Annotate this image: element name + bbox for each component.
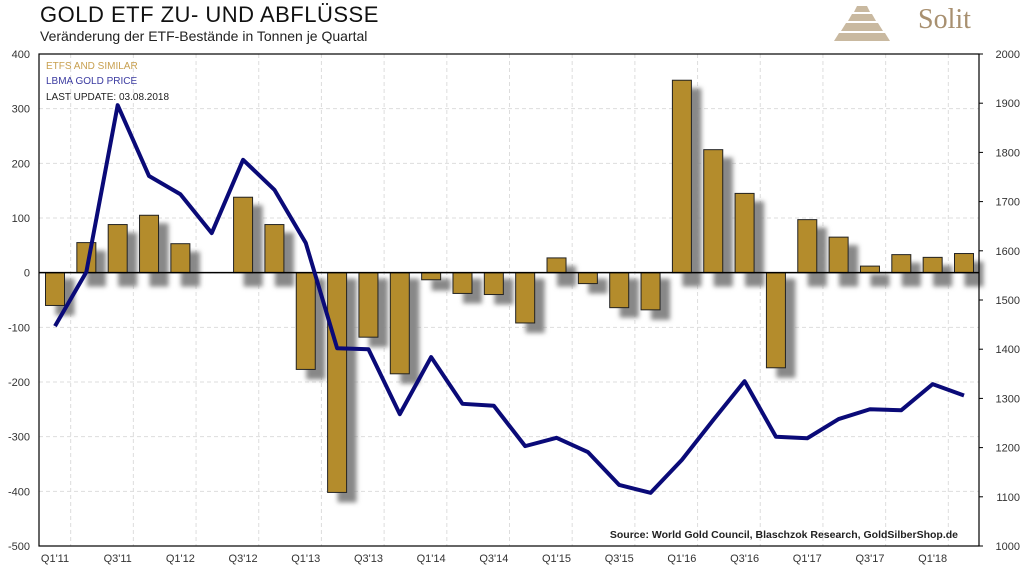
- x-tick-label: Q3'14: [479, 553, 508, 565]
- chart-subtitle: Veränderung der ETF-Bestände in Tonnen j…: [40, 28, 368, 44]
- y2-tick-label: 1300: [996, 393, 1020, 405]
- x-tick-label: Q3'17: [855, 553, 884, 565]
- x-tick-label: Q1'16: [667, 553, 696, 565]
- bar-shadow: [118, 278, 138, 287]
- y-tick-label: 0: [24, 268, 30, 280]
- x-tick-label: Q3'15: [605, 553, 634, 565]
- y2-tick-label: 1000: [996, 541, 1020, 553]
- y-tick-label: -100: [8, 322, 30, 334]
- bar-etfs: [922, 256, 943, 274]
- bar-shadow: [180, 278, 200, 287]
- bar-etfs: [107, 224, 128, 274]
- legend-lbma: LBMA GOLD PRICE: [46, 76, 137, 87]
- x-tick-label: Q3'11: [104, 553, 132, 565]
- bar-etfs: [797, 219, 818, 274]
- bar-etfs: [954, 253, 974, 274]
- x-tick-label: Q3'13: [354, 553, 383, 565]
- bar-shadow: [933, 278, 953, 287]
- y-tick-label: 200: [12, 158, 30, 170]
- bar-etfs: [734, 192, 755, 274]
- x-tick-label: Q3'16: [730, 553, 759, 565]
- bar-shadow: [431, 278, 451, 287]
- bar-etfs: [859, 265, 880, 274]
- bar-etfs: [170, 243, 191, 274]
- bar-etfs: [828, 236, 849, 274]
- gold-price-line: [53, 103, 965, 495]
- bar-etfs: [546, 257, 567, 274]
- bar-shadow: [682, 278, 702, 287]
- bar-shadow: [588, 282, 608, 294]
- bar-shadow: [86, 278, 106, 287]
- logo-text: Solit: [918, 4, 971, 35]
- x-tick-label: Q1'11: [41, 553, 69, 565]
- bar-etfs: [327, 272, 348, 493]
- bar-etfs: [671, 79, 692, 274]
- y2-tick-label: 1600: [996, 246, 1020, 258]
- bar-shadow: [274, 278, 294, 287]
- bar-etfs: [421, 272, 442, 281]
- y2-tick-label: 1200: [996, 443, 1020, 455]
- plot-frame: [38, 53, 980, 547]
- bar-shadow: [901, 278, 921, 287]
- y-tick-label: -300: [8, 432, 30, 444]
- x-tick-label: Q1'18: [918, 553, 947, 565]
- bar-etfs: [233, 196, 254, 274]
- bar-shadow: [557, 278, 577, 287]
- bar-etfs: [389, 272, 410, 375]
- solit-logo-icon: [834, 6, 890, 41]
- bar-etfs: [765, 272, 786, 369]
- source-note: Source: World Gold Council, Blaschzok Re…: [610, 529, 958, 541]
- bar-etfs: [891, 254, 912, 274]
- bar-etfs: [483, 272, 504, 296]
- x-tick-label: Q1'13: [291, 553, 320, 565]
- x-tick-label: Q3'12: [229, 553, 258, 565]
- y2-tick-label: 1100: [996, 492, 1020, 504]
- x-tick-label: Q1'17: [793, 553, 822, 565]
- bar-shadow: [149, 278, 169, 287]
- bar-etfs: [139, 214, 160, 274]
- y2-tick-label: 1700: [996, 197, 1020, 209]
- bar-shadow: [870, 274, 890, 283]
- legend-last-update: LAST UPDATE: 03.08.2018: [46, 92, 169, 103]
- bar-etfs: [515, 272, 536, 324]
- bar-etfs: [295, 272, 316, 370]
- bar-etfs: [577, 272, 598, 285]
- y2-tick-label: 1900: [996, 98, 1020, 110]
- bar-etfs: [358, 272, 379, 338]
- bar-etfs: [45, 272, 65, 306]
- bar-etfs: [264, 224, 285, 274]
- y-tick-label: 300: [12, 104, 30, 116]
- y-tick-label: 400: [12, 49, 30, 61]
- bar-shadow: [839, 278, 859, 287]
- chart-title: GOLD ETF ZU- UND ABFLÜSSE: [40, 2, 379, 27]
- bar-shadow: [243, 278, 263, 287]
- bar-etfs: [703, 149, 724, 274]
- x-tick-label: Q1'15: [542, 553, 571, 565]
- y2-tick-label: 1800: [996, 147, 1020, 159]
- bar-shadow: [964, 278, 984, 287]
- x-tick-label: Q1'14: [417, 553, 446, 565]
- bar-etfs: [452, 272, 473, 294]
- x-tick-label: Q1'12: [166, 553, 195, 565]
- bar-shadow: [745, 278, 765, 287]
- y-tick-label: -200: [8, 377, 30, 389]
- y2-tick-label: 2000: [996, 49, 1020, 61]
- bar-etfs: [609, 272, 630, 309]
- y2-tick-label: 1500: [996, 295, 1020, 307]
- y2-tick-label: 1400: [996, 344, 1020, 356]
- bar-shadow: [713, 278, 733, 287]
- bar-etfs: [640, 272, 661, 311]
- y-tick-label: 100: [12, 213, 30, 225]
- legend-etfs: ETFS AND SIMILAR: [46, 61, 138, 72]
- bar-shadow: [807, 278, 827, 287]
- y-tick-label: -400: [8, 486, 30, 498]
- y-tick-label: -500: [8, 541, 30, 553]
- bar-shadow: [870, 278, 890, 287]
